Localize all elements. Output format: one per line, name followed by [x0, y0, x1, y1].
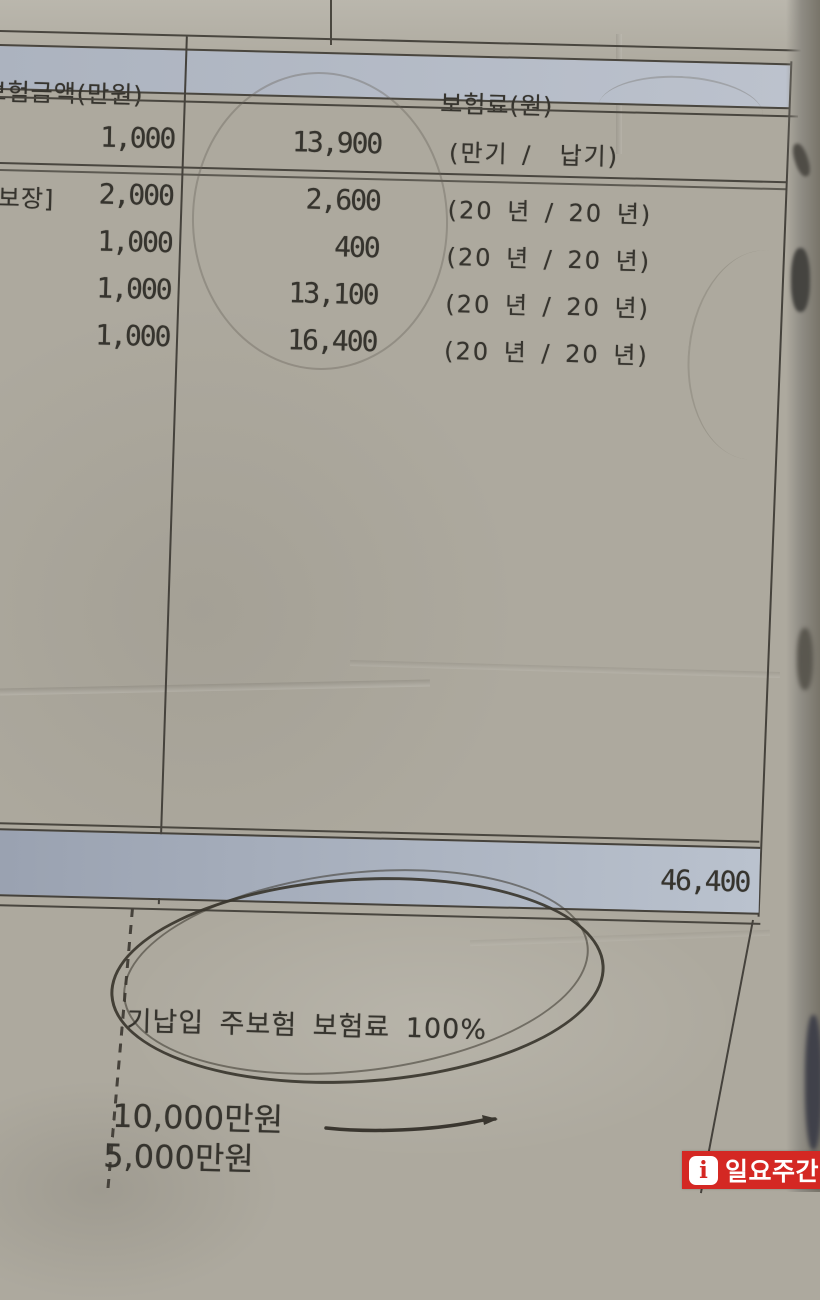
edge-shadow-mark — [805, 1015, 820, 1150]
period-cell: (20 년 / 20 년) — [447, 195, 653, 229]
ilyo-weekly-watermark-badge: i 일요주간 — [682, 1151, 820, 1189]
photo-edge-shadow — [786, 0, 820, 1192]
amount-cell: 1,000 — [94, 318, 170, 354]
pen-arrow-stroke — [324, 1115, 498, 1133]
watermark-label: 일요주간 — [725, 1157, 820, 1186]
upper-table-rule — [330, 0, 332, 45]
info-icon: i — [689, 1155, 718, 1185]
col-header-premium: 보험료(원) — [439, 89, 554, 121]
amount-5000-text: 5,000만원 — [102, 1136, 255, 1179]
edge-shadow-mark — [797, 628, 813, 690]
total-premium-value: 46,400 — [659, 863, 750, 899]
col-header-amount: 보험금액(만원) — [0, 77, 144, 110]
amount-cell: 1,000 — [95, 271, 172, 307]
paper-shadow-middle — [0, 300, 520, 920]
edge-shadow-mark — [791, 248, 810, 312]
period-cell: (20 년 / 20 년) — [443, 336, 650, 370]
amount-cell: 1,000 — [97, 224, 173, 260]
period-cell: (20 년 / 20 년) — [446, 242, 652, 276]
amount-cell: 2,000 — [98, 177, 174, 213]
circled-note-text: 기납입 주보험 보험료 100% — [126, 1006, 488, 1046]
amount-cell: 1,000 — [99, 120, 175, 156]
period-cell: (만기 / 납기) — [448, 139, 620, 172]
paper-highlight-bottom — [120, 880, 740, 1160]
period-cell: (20 년 / 20 년) — [445, 289, 651, 323]
